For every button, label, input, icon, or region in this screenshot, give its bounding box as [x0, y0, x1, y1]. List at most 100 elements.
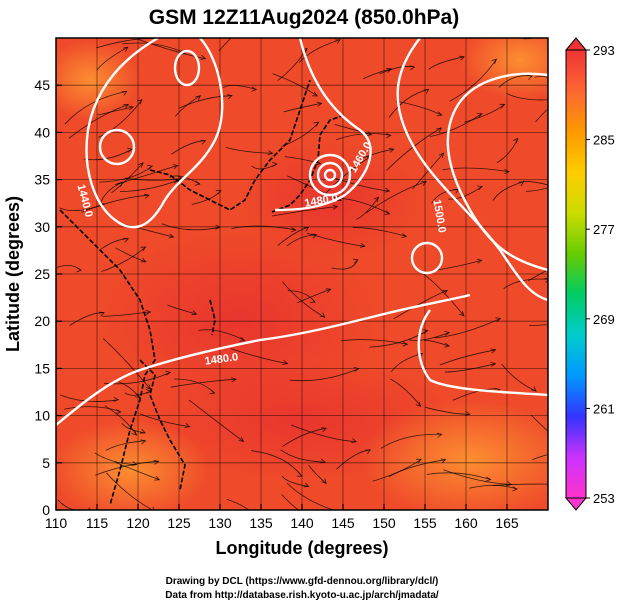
y-tick-label: 35 — [34, 172, 50, 188]
y-tick-label: 15 — [34, 360, 50, 376]
colorbar: 253 261 269 277 285 293 — [564, 37, 615, 511]
streamline — [506, 92, 548, 101]
streamline — [170, 378, 236, 388]
streamline — [332, 177, 390, 192]
streamline — [340, 339, 408, 345]
streamline — [115, 247, 146, 263]
streamline — [121, 42, 186, 54]
streamline-arrow — [436, 111, 443, 117]
streamline-arrow — [238, 436, 245, 443]
x-tick-label: 155 — [413, 515, 437, 531]
streamline — [469, 485, 518, 490]
streamline-arrow — [560, 451, 565, 455]
y-tick-label: 45 — [34, 77, 50, 93]
streamline — [68, 104, 129, 139]
contour-label-3: 1480.0 — [204, 351, 239, 368]
y-tick-label: 40 — [34, 124, 50, 140]
streamline — [492, 483, 548, 486]
streamline — [443, 469, 512, 485]
y-tick-label: 10 — [34, 408, 50, 424]
streamline — [139, 413, 190, 427]
streamline-arrow — [153, 459, 160, 465]
streamline-arrow — [495, 317, 502, 323]
streamline-arrow — [282, 359, 289, 365]
map-title: GSM 12Z11Aug2024 (850.0hPa) — [149, 6, 459, 29]
streamline — [119, 179, 179, 192]
streamline — [106, 472, 154, 510]
streamline — [64, 91, 127, 125]
streamline — [297, 288, 331, 304]
streamline — [501, 363, 537, 392]
x-axis-label: Longitude (degrees) — [215, 538, 388, 558]
streamline — [225, 147, 273, 154]
streamline-arrow — [227, 94, 233, 100]
streamline — [121, 423, 146, 434]
streamline — [169, 175, 200, 185]
streamline — [277, 48, 308, 81]
streamline-arrow — [552, 435, 557, 440]
y-tick-label: 30 — [34, 219, 50, 235]
streamline — [356, 197, 379, 220]
streamline-arrow — [353, 366, 360, 372]
streamline-arrow — [251, 86, 258, 92]
streamline-arrow — [145, 384, 152, 390]
streamline — [523, 38, 536, 40]
streamline-arrow — [113, 396, 120, 402]
contour-label-4: 1500.0 — [430, 199, 448, 234]
coastlines — [59, 79, 346, 506]
streamline — [60, 394, 119, 402]
coastline-korea-china — [149, 79, 311, 211]
streamline — [434, 318, 501, 339]
streamline-arrow — [131, 461, 138, 466]
streamline — [430, 113, 483, 137]
streamline-arrow — [147, 164, 154, 170]
streamline-arrow — [490, 348, 497, 354]
streamline-arrow — [332, 204, 339, 210]
streamline-arrow — [401, 233, 408, 239]
streamline-arrow — [140, 439, 147, 445]
streamline-arrow — [402, 341, 409, 347]
streamline-arrow — [143, 193, 150, 199]
streamline-arrow — [531, 386, 537, 392]
streamline — [102, 311, 151, 317]
contour-1480-southeast — [417, 309, 548, 397]
streamline — [138, 39, 206, 59]
streamline-arrow — [352, 258, 359, 264]
streamline-arrow — [416, 458, 422, 464]
streamline-arrow — [215, 224, 221, 230]
streamline — [308, 464, 327, 484]
streamline — [442, 167, 510, 173]
streamline-arrow — [267, 150, 274, 156]
contour-label-5: 1480.0 — [304, 192, 339, 210]
streamline — [102, 338, 151, 390]
streamline — [178, 95, 232, 109]
streamline — [522, 180, 548, 186]
streamline-arrow — [128, 105, 135, 111]
streamline-arrow — [459, 55, 465, 61]
streamline — [532, 454, 548, 461]
streamline — [425, 406, 470, 415]
streamline-arrow — [388, 147, 395, 153]
streamline-arrow — [76, 267, 83, 273]
streamline-arrow — [385, 133, 392, 139]
streamline — [281, 475, 309, 487]
streamline-arrow — [172, 164, 179, 170]
streamline-arrow — [319, 312, 326, 318]
streamline — [423, 339, 450, 347]
streamline-arrow — [422, 329, 429, 335]
streamline-arrow — [440, 458, 447, 464]
coastline-philippines — [139, 359, 186, 491]
y-tick-label: 20 — [34, 313, 50, 329]
streamline-arrow — [296, 471, 303, 477]
streamline — [529, 324, 548, 326]
streamline-arrow — [423, 88, 430, 94]
streamline — [198, 329, 245, 341]
low-center-ring-mid — [316, 161, 344, 189]
streamline-arrow — [373, 196, 380, 203]
streamline-arrow — [126, 147, 133, 153]
x-axis: 110 115 120 125 130 135 140 145 150 155 160 165 — [45, 504, 519, 531]
contour-1480-south — [56, 293, 471, 426]
streamline-arrow — [99, 311, 105, 317]
streamline — [284, 156, 321, 165]
